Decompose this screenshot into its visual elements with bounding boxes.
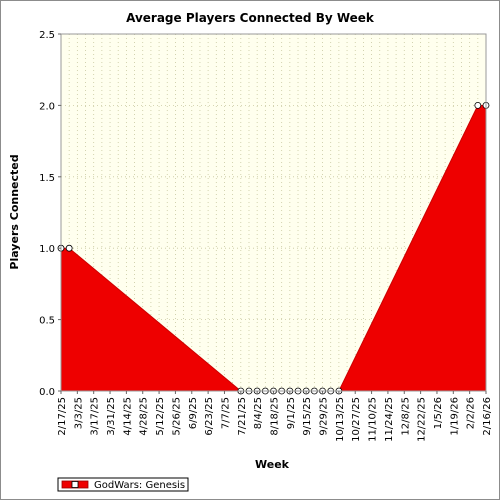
x-tick-label: 8/18/25 [270, 397, 281, 436]
x-tick-label: 2/16/26 [482, 397, 493, 436]
x-tick-label: 6/23/25 [204, 397, 215, 436]
x-tick-label: 8/4/25 [253, 397, 264, 429]
x-tick-label: 7/7/25 [220, 397, 231, 429]
x-tick-label: 2/2/26 [466, 397, 477, 429]
x-tick-label: 12/22/25 [417, 397, 428, 442]
x-tick-label: 9/15/25 [302, 397, 313, 436]
x-tick-label: 6/9/25 [188, 397, 199, 429]
y-tick-label: 0.5 [39, 316, 55, 327]
legend-marker [71, 481, 79, 488]
x-tick-label: 5/12/25 [155, 397, 166, 436]
y-tick-label: 2.0 [39, 101, 55, 112]
x-tick-label: 1/19/26 [449, 397, 460, 436]
x-tick-label: 10/13/25 [335, 397, 346, 442]
x-tick-label: 9/29/25 [319, 397, 330, 436]
y-axis-label: Players Connected [8, 154, 21, 269]
x-tick-label: 5/26/25 [171, 397, 182, 436]
x-tick-label: 3/3/25 [73, 397, 84, 429]
data-point [65, 244, 73, 252]
y-axis: 0.0 0.5 1.0 1.5 2.0 2.5 [39, 30, 61, 398]
x-tick-label: 12/8/25 [400, 397, 411, 436]
x-axis: 2/17/25 3/3/25 3/17/25 3/31/25 4/14/25 4/28/2… [57, 391, 493, 442]
x-tick-label: 3/31/25 [106, 397, 117, 436]
x-tick-label: 4/28/25 [139, 397, 150, 436]
x-tick-label: 2/17/25 [57, 397, 68, 436]
legend: GodWars: Genesis [57, 477, 189, 492]
x-tick-label: 3/17/25 [90, 397, 101, 436]
y-tick-label: 1.0 [39, 244, 55, 255]
x-tick-label: 9/1/25 [286, 397, 297, 429]
y-tick-label: 1.5 [39, 173, 55, 184]
chart-title: Average Players Connected By Week [126, 11, 375, 25]
grid-lines [61, 34, 486, 391]
x-axis-label: Week [255, 458, 290, 471]
x-tick-label: 7/21/25 [237, 397, 248, 436]
y-tick-label: 0.0 [39, 387, 55, 398]
x-tick-label: 11/24/25 [384, 397, 395, 442]
legend-label: GodWars: Genesis [94, 480, 185, 491]
x-tick-label: 4/14/25 [122, 397, 133, 436]
x-tick-label: 1/5/26 [433, 397, 444, 429]
x-tick-label: 10/27/25 [351, 397, 362, 442]
y-tick-label: 2.5 [39, 30, 55, 41]
x-tick-label: 11/10/25 [368, 397, 379, 442]
legend-box [57, 477, 189, 492]
data-point [474, 102, 482, 109]
